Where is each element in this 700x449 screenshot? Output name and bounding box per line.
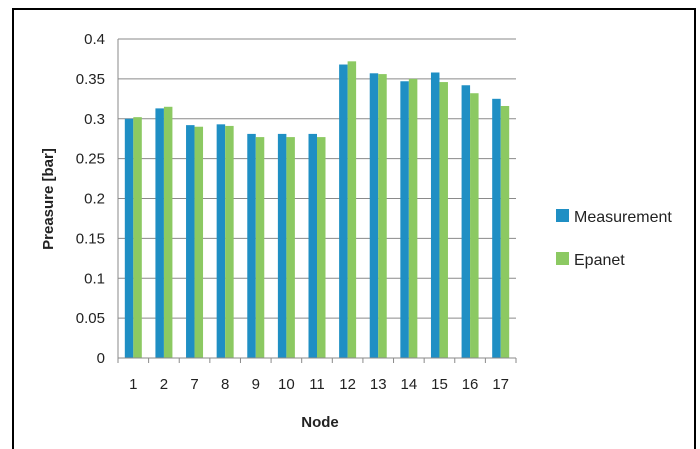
- bar-epanet-8: [225, 125, 234, 359]
- bar-measurement-13: [369, 73, 379, 358]
- bar-epanet-17: [500, 105, 510, 359]
- bar-measurement-14: [400, 81, 409, 358]
- chart-frame: [12, 8, 696, 449]
- y-tick-label: 0.35: [76, 71, 105, 88]
- bar-epanet-11: [317, 137, 326, 358]
- y-tick-label: 0.25: [76, 151, 105, 168]
- x-tick-label: 8: [221, 376, 229, 393]
- y-tick-labels: 0 0.05 0.1 0.15 0.2 0.25 0.3 0.35 0.4: [76, 31, 105, 367]
- x-tick-label: 9: [252, 376, 260, 393]
- bar-epanet-16: [470, 93, 479, 358]
- y-tick-label: 0.05: [76, 310, 105, 327]
- bar-epanet-1: [133, 117, 142, 358]
- x-tick-labels: 1 2 7 8 9 10 11 12 13 14 15 16 17: [129, 376, 509, 393]
- legend-label-measurement: Measurement: [574, 209, 672, 226]
- x-tick-label: 17: [492, 376, 509, 393]
- legend-swatch-measurement: [556, 209, 569, 222]
- bar-measurement-8: [216, 124, 226, 359]
- y-tick-label: 0.3: [84, 111, 105, 128]
- bar-measurement-9: [247, 133, 256, 358]
- y-tick-label: 0.2: [84, 191, 105, 208]
- bar-epanet-9: [255, 137, 265, 358]
- x-tick-label: 2: [160, 376, 168, 393]
- bar-measurement-16: [461, 85, 471, 358]
- x-tick-label: 12: [339, 376, 356, 393]
- bar-measurement-1: [124, 118, 134, 358]
- axes: [117, 39, 517, 363]
- bars: [124, 61, 510, 359]
- y-tick-label: 0.15: [76, 230, 105, 247]
- x-tick-label: 16: [462, 376, 479, 393]
- bar-measurement-17: [492, 98, 501, 358]
- bar-measurement-10: [277, 133, 287, 358]
- x-axis-title: Node: [301, 414, 339, 431]
- bar-epanet-7: [194, 126, 204, 358]
- legend-swatch-epanet: [556, 252, 569, 265]
- x-tick-label: 10: [278, 376, 295, 393]
- bar-measurement-11: [308, 133, 317, 358]
- bar-epanet-13: [378, 74, 387, 358]
- bar-epanet-14: [408, 78, 418, 358]
- legend-label-epanet: Epanet: [574, 252, 625, 269]
- x-tick-label: 11: [309, 376, 325, 393]
- y-tick-label: 0: [97, 350, 105, 367]
- x-tick-label: 13: [370, 376, 387, 393]
- x-tick-label: 14: [401, 376, 418, 393]
- bar-epanet-12: [347, 61, 357, 358]
- y-tick-label: 0.4: [84, 31, 105, 48]
- x-tick-label: 1: [129, 376, 137, 393]
- y-tick-label: 0.1: [84, 270, 105, 287]
- bar-measurement-15: [430, 72, 440, 359]
- legend: Measurement Epanet: [556, 209, 672, 269]
- bar-epanet-15: [439, 82, 448, 358]
- bar-epanet-10: [286, 137, 295, 358]
- bar-measurement-7: [186, 125, 195, 358]
- x-tick-label: 7: [190, 376, 198, 393]
- bar-measurement-12: [339, 64, 348, 359]
- y-axis-title: Preasure [bar]: [40, 148, 57, 250]
- x-tick-label: 15: [431, 376, 448, 393]
- bar-measurement-2: [155, 108, 164, 358]
- bar-epanet-2: [163, 106, 173, 358]
